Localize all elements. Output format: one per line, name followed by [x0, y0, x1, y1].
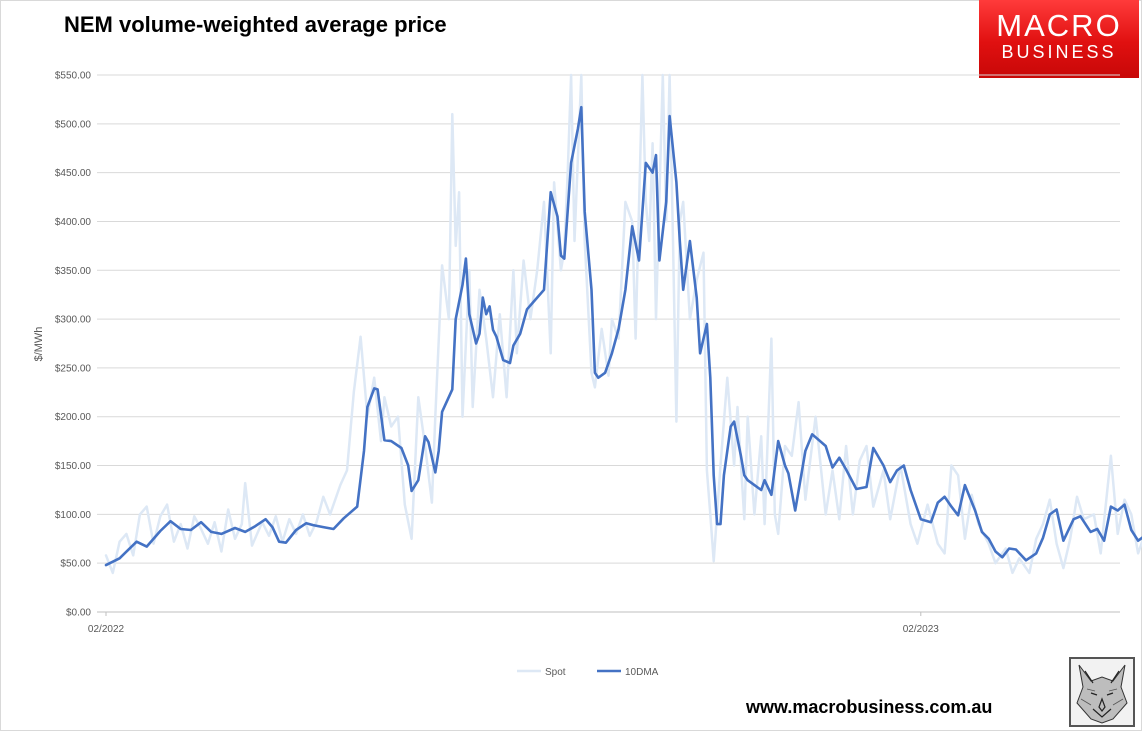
y-tick-label: $500.00 — [55, 119, 92, 130]
y-tick-label: $450.00 — [55, 168, 92, 179]
series-group — [104, 73, 1142, 575]
y-axis-ticks: $0.00 $50.00 $100.00 $150.00 $200.00 $250.00 $… — [55, 71, 92, 619]
y-tick-label: $200.00 — [55, 412, 92, 423]
legend-label-spot: Spot — [545, 667, 566, 678]
wolf-logo-icon — [1069, 657, 1135, 727]
y-tick-label: $0.00 — [66, 608, 91, 619]
x-tick-label: 02/2022 — [88, 624, 125, 635]
chart-title: NEM volume-weighted average price — [64, 12, 447, 37]
y-tick-label: $250.00 — [55, 363, 92, 374]
website-url: www.macrobusiness.com.au — [746, 697, 993, 717]
y-tick-label: $400.00 — [55, 217, 92, 228]
y-tick-label: $550.00 — [55, 71, 92, 82]
y-tick-label: $350.00 — [55, 266, 92, 277]
legend-label-10dma: 10DMA — [625, 667, 659, 678]
x-tick-label: 02/2023 — [903, 624, 940, 635]
series-line-spot — [104, 73, 1142, 575]
logo-line-2: BUSINESS — [1001, 42, 1117, 62]
y-tick-label: $100.00 — [55, 510, 92, 521]
legend: Spot 10DMA — [517, 667, 659, 678]
y-tick-label: $300.00 — [55, 315, 92, 326]
y-axis-title: $/MWh — [33, 327, 45, 362]
x-axis-ticks: 02/2022 02/2023 — [88, 612, 939, 635]
logo-line-1: MACRO — [996, 8, 1122, 43]
y-tick-label: $150.00 — [55, 461, 92, 472]
y-tick-label: $50.00 — [60, 559, 91, 570]
macro-business-logo: MACRO BUSINESS — [979, 0, 1139, 78]
series-line-10dma — [104, 105, 1142, 567]
